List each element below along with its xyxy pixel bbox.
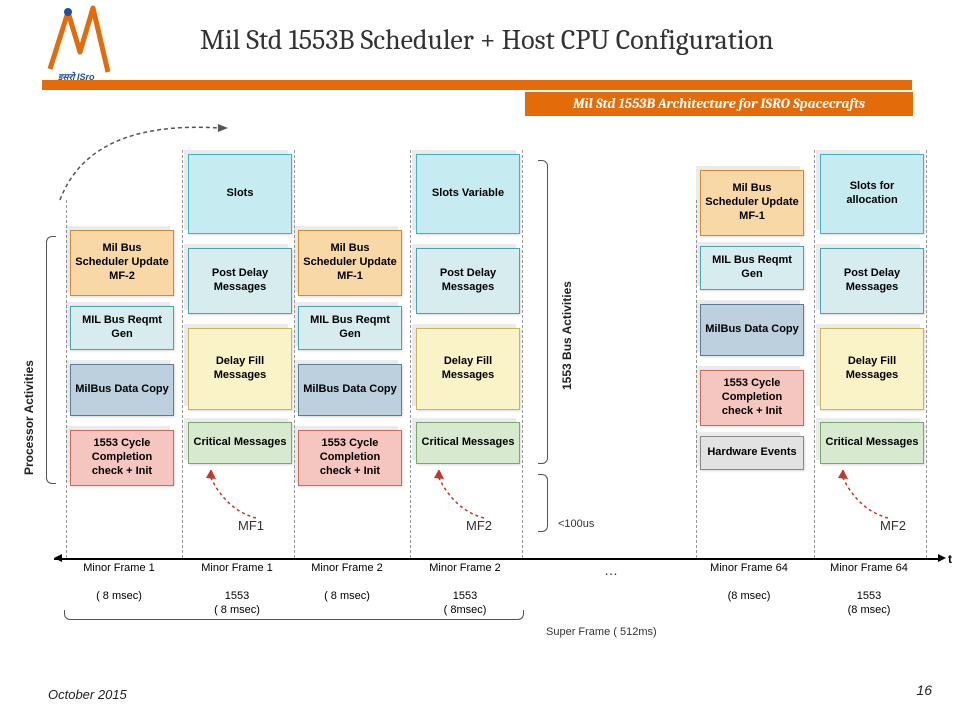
frame-label: Minor Frame 1 xyxy=(188,562,286,574)
isro-logo: इसरो ISro xyxy=(38,4,120,82)
brace-bus xyxy=(538,160,548,464)
bus-slots-1: Slots Variable xyxy=(416,154,520,234)
label-bus-activities: 1553 Bus Activities xyxy=(560,281,574,390)
brace-processor xyxy=(46,236,56,484)
frame-sublabel2: ( 8msec) xyxy=(416,604,514,616)
frame-sublabel: 1553 xyxy=(416,590,514,602)
proc-cycle-2: 1553 Cycle Completion check + Init xyxy=(700,370,804,426)
proc-copy-0: MilBus Data Copy xyxy=(70,364,174,416)
frame-label: Minor Frame 64 xyxy=(820,562,918,574)
arrow-mf2a xyxy=(424,470,504,530)
footer-date: October 2015 xyxy=(48,687,127,702)
page-number: 16 xyxy=(916,682,932,698)
proc-sched-0: Mil Bus Scheduler Update MF-2 xyxy=(70,230,174,296)
proc-copy-2: MilBus Data Copy xyxy=(700,304,804,356)
dash-line xyxy=(814,150,815,558)
proc-reqmt-2: MIL Bus Reqmt Gen xyxy=(700,246,804,290)
note-100us: <100us xyxy=(558,518,594,530)
note-superframe: Super Frame ( 512ms) xyxy=(546,626,666,638)
arrow-mf1 xyxy=(196,470,276,530)
proc-sched-1: Mil Bus Scheduler Update MF-1 xyxy=(298,230,402,296)
frame-sublabel: (8 msec) xyxy=(700,590,798,602)
frame-label: Minor Frame 64 xyxy=(700,562,798,574)
axis-arrow-right xyxy=(938,554,946,562)
frame-sublabel2: (8 msec) xyxy=(820,604,918,616)
frame-sublabel: 1553 xyxy=(820,590,918,602)
bus-post-0: Post Delay Messages xyxy=(188,248,292,314)
frame-sublabel: ( 8 msec) xyxy=(298,590,396,602)
frame-sublabel: ( 8 msec) xyxy=(70,590,168,602)
axis-t-label: t xyxy=(948,552,952,566)
dash-line xyxy=(926,150,927,558)
dash-line xyxy=(182,150,183,558)
brace-100us xyxy=(538,474,548,532)
bus-delay-1: Delay Fill Messages xyxy=(416,328,520,410)
frame-label: Minor Frame 1 xyxy=(70,562,168,574)
proc-copy-1: MilBus Data Copy xyxy=(298,364,402,416)
frame-label: Minor Frame 2 xyxy=(416,562,514,574)
bus-delay-2: Delay Fill Messages xyxy=(820,328,924,410)
subtitle-bar: Mil Std 1553B Architecture for ISRO Spac… xyxy=(525,92,913,116)
bus-slots-2: Slots for allocation xyxy=(820,154,924,234)
bus-crit-1: Critical Messages xyxy=(416,422,520,464)
dash-line xyxy=(410,150,411,558)
arrow-mf2b xyxy=(828,470,908,530)
bus-post-2: Post Delay Messages xyxy=(820,248,924,314)
scheduler-diagram: Processor Activities 1553 Bus Activities… xyxy=(60,140,940,660)
dash-line xyxy=(522,150,523,558)
title-underline xyxy=(42,80,912,90)
bus-delay-0: Delay Fill Messages xyxy=(188,328,292,410)
axis-arrow-left xyxy=(54,554,62,562)
bus-crit-0: Critical Messages xyxy=(188,422,292,464)
proc-hwevents: Hardware Events xyxy=(700,436,804,470)
bus-crit-2: Critical Messages xyxy=(820,422,924,464)
ellipsis: … xyxy=(604,562,618,578)
bus-slots-0: Slots xyxy=(188,154,292,234)
label-processor-activities: Processor Activities xyxy=(22,360,36,475)
dash-line xyxy=(294,150,295,558)
page-title: Mil Std 1553B Scheduler + Host CPU Confi… xyxy=(200,24,774,56)
frame-sublabel2: ( 8 msec) xyxy=(188,604,286,616)
time-axis xyxy=(54,558,940,560)
bus-post-1: Post Delay Messages xyxy=(416,248,520,314)
proc-cycle-0: 1553 Cycle Completion check + Init xyxy=(70,430,174,486)
proc-cycle-1: 1553 Cycle Completion check + Init xyxy=(298,430,402,486)
frame-sublabel: 1553 xyxy=(188,590,286,602)
frame-label: Minor Frame 2 xyxy=(298,562,396,574)
proc-sched-2: Mil Bus Scheduler Update MF-1 xyxy=(700,170,804,236)
proc-reqmt-1: MIL Bus Reqmt Gen xyxy=(298,306,402,350)
proc-reqmt-0: MIL Bus Reqmt Gen xyxy=(70,306,174,350)
